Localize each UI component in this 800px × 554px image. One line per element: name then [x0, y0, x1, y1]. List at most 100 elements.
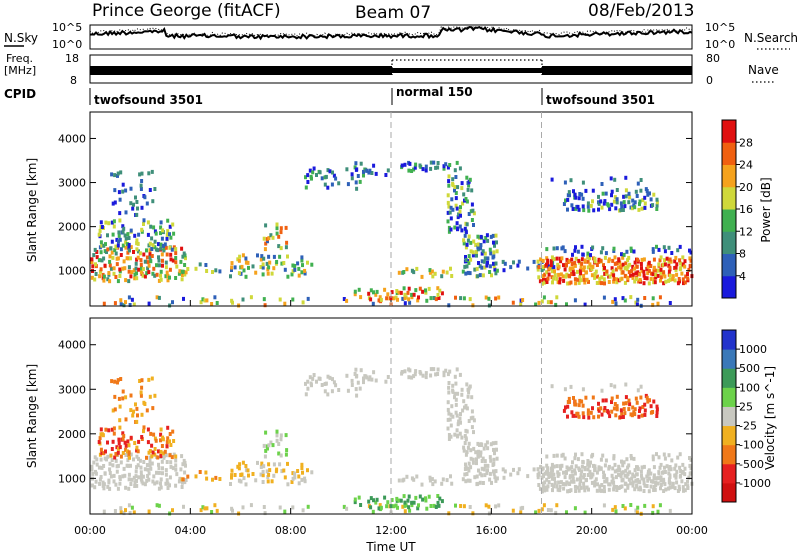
velocity-cell — [304, 392, 308, 397]
velocity-cell — [147, 509, 151, 514]
power-cell — [282, 261, 286, 265]
velocity-cell — [683, 472, 687, 477]
power-cell — [688, 256, 692, 261]
power-cell — [204, 263, 208, 267]
power-cell — [326, 185, 330, 190]
velocity-cell — [266, 446, 269, 451]
power-cell — [116, 256, 120, 261]
power-cell — [147, 171, 151, 176]
velocity-cell — [600, 488, 603, 493]
y-tick-label: 1000 — [58, 265, 86, 278]
velocity-cell — [624, 382, 628, 387]
power-cell — [403, 292, 407, 297]
power-cell — [121, 189, 125, 194]
velocity-cell — [102, 509, 106, 514]
power-cell — [171, 258, 175, 263]
velocity-cell — [262, 505, 266, 509]
power-cell — [251, 264, 255, 269]
velocity-cell — [442, 373, 446, 378]
power-cell — [558, 256, 562, 261]
power-cell — [377, 298, 381, 303]
cpid-label: CPID — [4, 87, 36, 101]
power-cell — [166, 229, 170, 234]
power-cell — [113, 188, 117, 193]
power-cell — [141, 273, 145, 278]
velocity-cell — [309, 381, 313, 386]
velocity-cell — [260, 461, 264, 466]
power-cell — [135, 271, 138, 276]
power-cell — [597, 257, 601, 262]
power-cell — [511, 300, 515, 305]
power-cell — [448, 210, 452, 215]
velocity-cell — [511, 508, 515, 513]
velocity-cell — [264, 430, 268, 435]
power-cell — [121, 224, 125, 229]
power-cell — [612, 273, 616, 278]
velocity-cell — [397, 478, 401, 483]
velocity-cell — [444, 368, 448, 373]
power-cell — [659, 255, 663, 260]
velocity-cell — [436, 372, 440, 376]
velocity-cell — [471, 457, 475, 462]
velocity-cell — [486, 446, 490, 451]
velocity-cell — [655, 452, 658, 457]
power-cell — [159, 269, 163, 274]
power-cell — [615, 197, 619, 202]
power-cell — [579, 278, 583, 283]
power-cell — [462, 238, 466, 243]
noise-search-trace — [89, 26, 693, 37]
velocity-cell — [113, 509, 117, 513]
velocity-cell — [115, 469, 119, 474]
noise-left-tick-bottom: 10^0 — [52, 38, 82, 51]
velocity-cell — [108, 461, 112, 466]
power-cell — [306, 296, 310, 301]
velocity-cell — [127, 450, 131, 455]
velocity-cell — [149, 431, 153, 436]
power-cell — [127, 265, 131, 270]
velocity-cell — [164, 468, 168, 473]
power-cell — [570, 262, 574, 266]
velocity-cell — [213, 503, 217, 508]
power-cell — [136, 241, 140, 246]
velocity-cell — [550, 384, 554, 389]
velocity-cell — [449, 412, 453, 417]
power-cell — [495, 249, 499, 254]
velocity-cell — [125, 449, 129, 454]
power-cell — [110, 250, 114, 255]
power-cell — [178, 269, 182, 274]
power-cell — [184, 270, 188, 275]
colorbar-tick-label: 100 — [739, 381, 760, 394]
power-cell — [615, 261, 619, 266]
power-cell — [577, 280, 581, 285]
power-cell — [557, 264, 561, 269]
velocity-heatmap — [90, 367, 694, 516]
power-cell — [580, 192, 584, 197]
power-cell — [266, 239, 269, 244]
velocity-cell — [266, 475, 270, 479]
velocity-cell — [181, 477, 185, 482]
power-cell — [143, 195, 147, 200]
power-cell — [489, 234, 493, 239]
power-cell — [494, 261, 498, 266]
power-cell — [160, 236, 164, 241]
velocity-cell — [472, 430, 475, 435]
power-cell — [586, 201, 590, 206]
velocity-cell — [132, 457, 135, 462]
power-cell — [455, 221, 459, 226]
velocity-cell — [455, 413, 459, 418]
velocity-cell — [134, 402, 137, 407]
power-cell — [121, 243, 125, 248]
velocity-cell — [454, 381, 458, 386]
power-cell — [128, 248, 131, 253]
power-cell — [540, 299, 544, 304]
colorbar-tick-label: 28 — [739, 136, 753, 149]
power-cell — [99, 250, 103, 255]
power-cell — [174, 260, 178, 265]
velocity-cell — [495, 456, 499, 461]
power-cell — [259, 265, 263, 269]
power-cell — [446, 210, 450, 215]
velocity-cell — [312, 373, 316, 377]
velocity-cell — [94, 479, 98, 484]
mode-change-lines — [390, 112, 542, 514]
power-cell — [115, 262, 119, 267]
